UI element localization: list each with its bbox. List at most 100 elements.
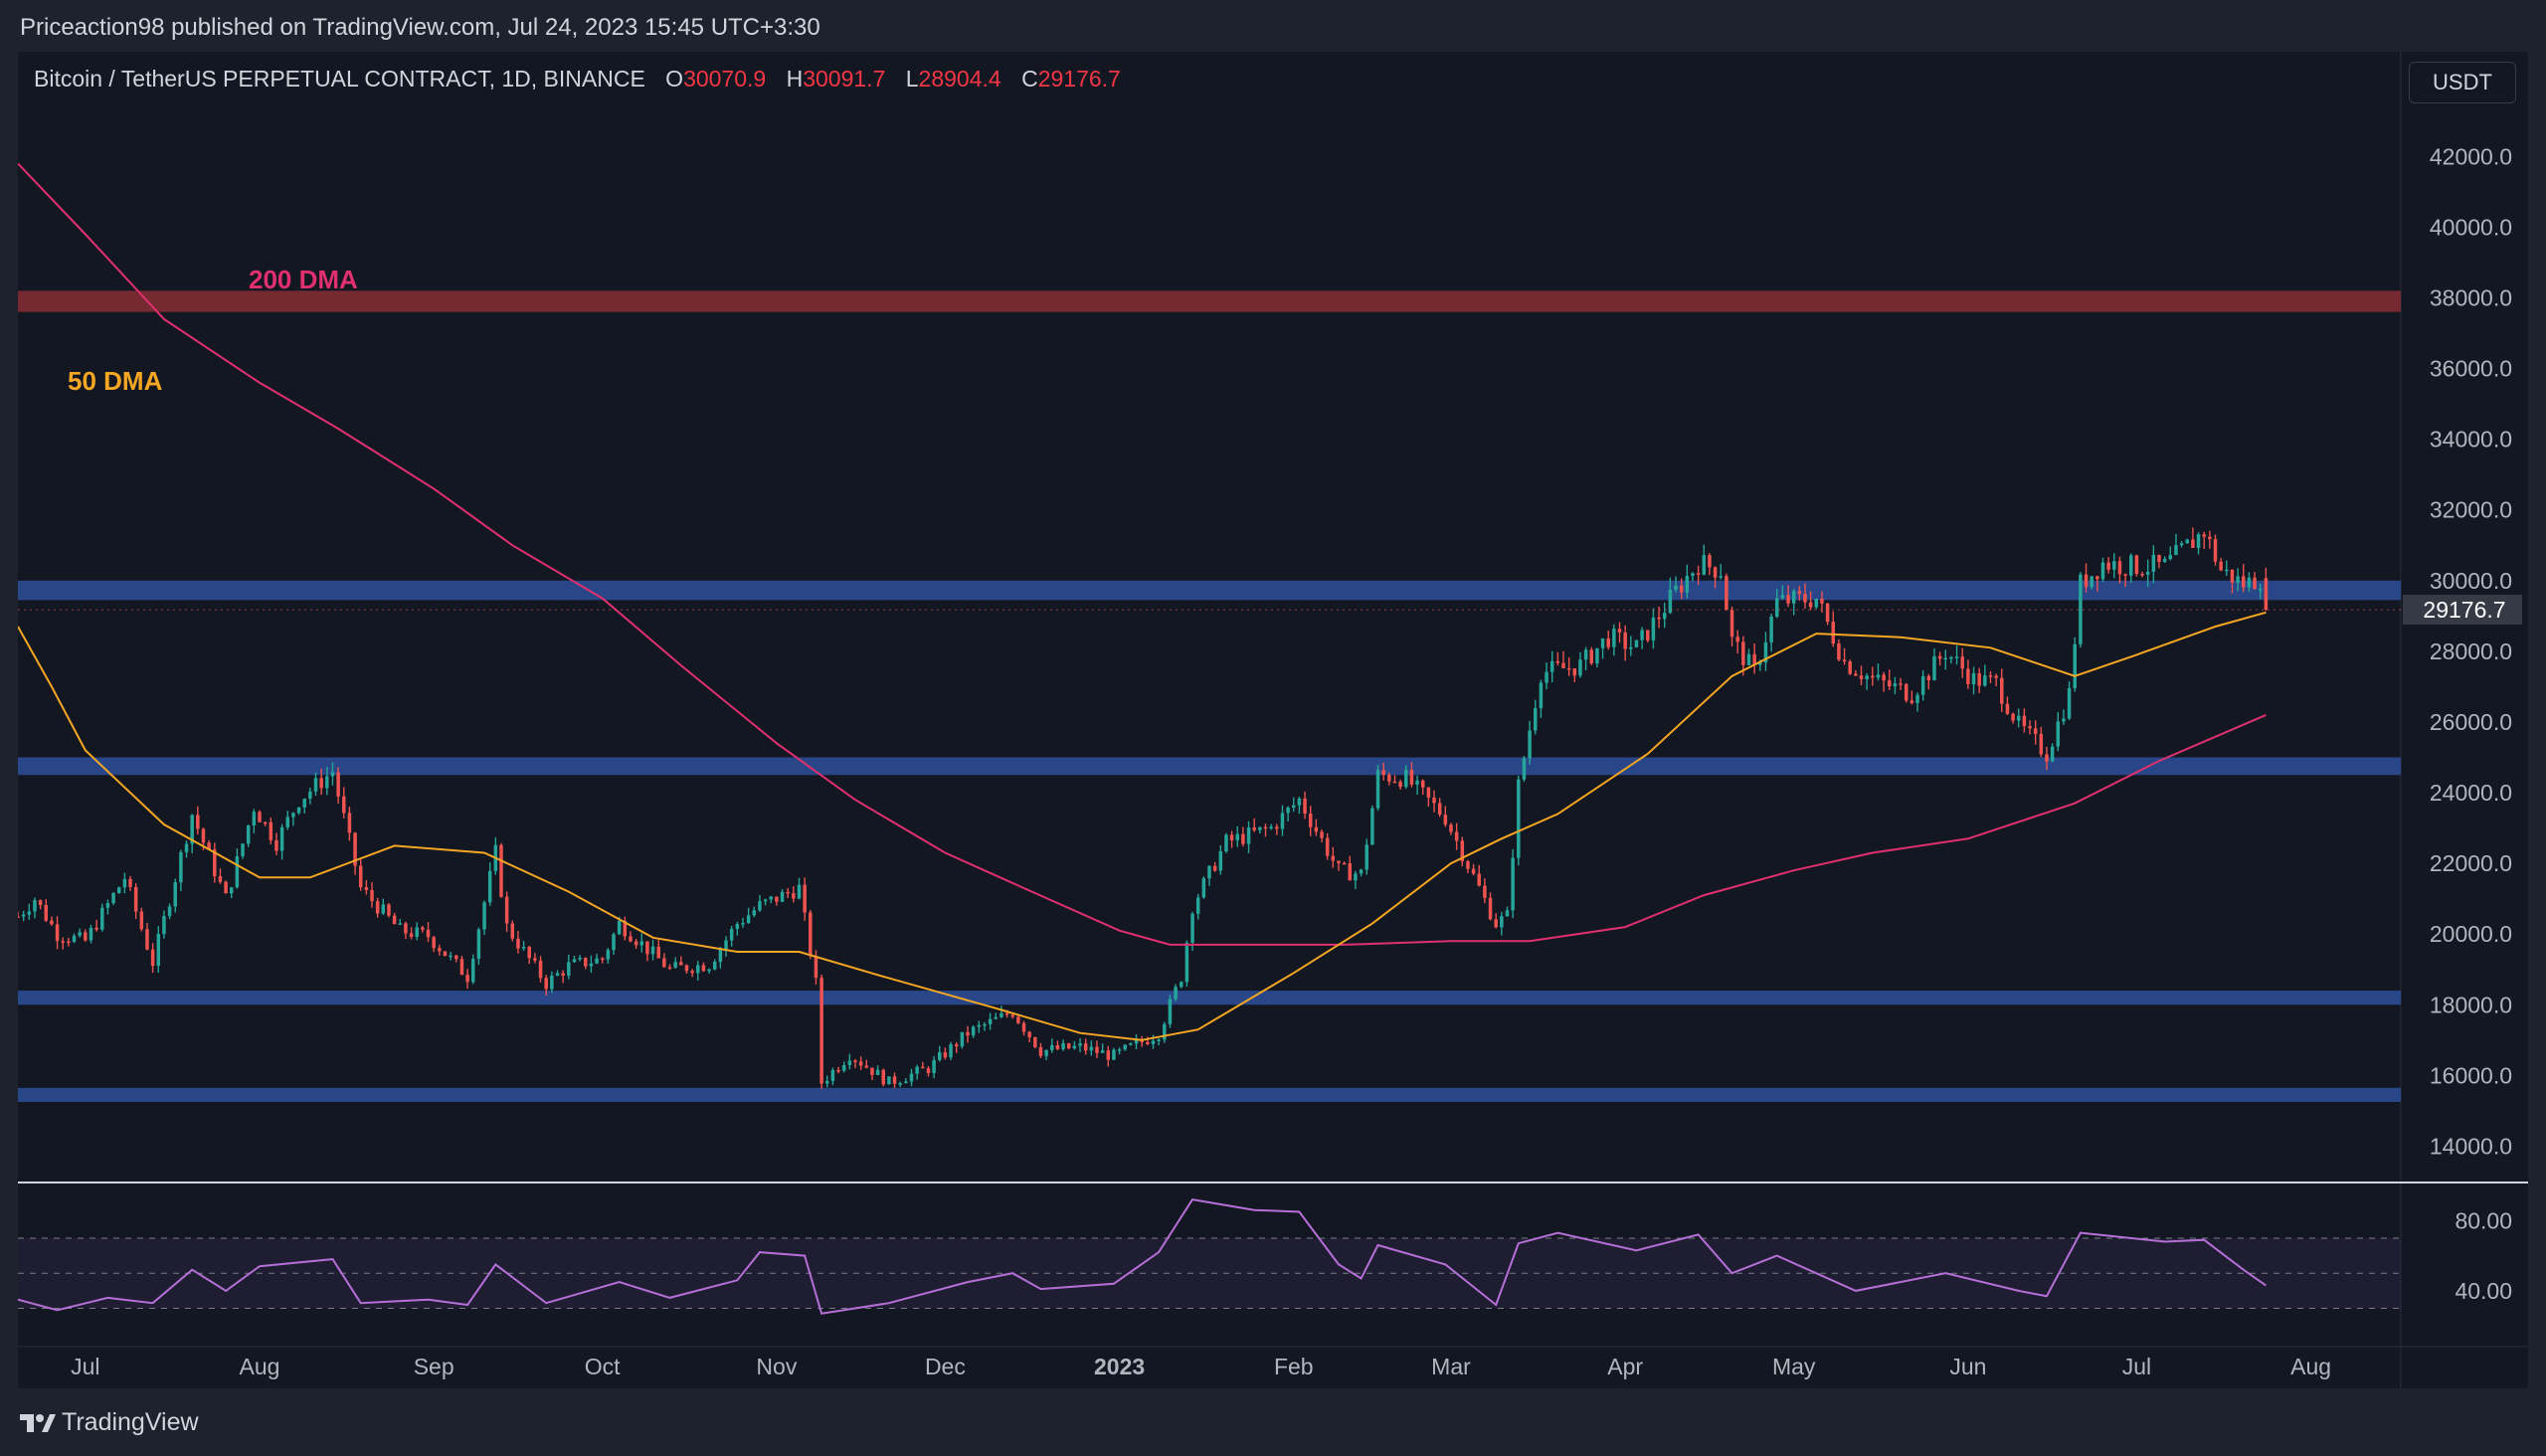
candle-body — [1201, 878, 1206, 898]
currency-button[interactable]: USDT — [2409, 62, 2516, 103]
candle-body — [1066, 1043, 1071, 1049]
candle-body — [1061, 1043, 1065, 1049]
candle-body — [18, 916, 20, 918]
candle-body — [2145, 571, 2150, 575]
candle-body — [2140, 574, 2144, 576]
candle-body — [449, 955, 453, 958]
candle-body — [1752, 653, 1756, 665]
candle-body — [977, 1024, 982, 1027]
candle-body — [476, 929, 481, 960]
x-tick-label: Aug — [2290, 1354, 2331, 1379]
candle-body — [1555, 660, 1560, 663]
candle-body — [1392, 781, 1397, 784]
candle-body — [1229, 834, 1234, 840]
x-tick-label: Sep — [414, 1354, 455, 1379]
high-value: 30091.7 — [803, 66, 886, 91]
candle-body — [1589, 649, 1594, 664]
candle-body — [729, 929, 734, 941]
candle-body — [1258, 826, 1262, 830]
candle-body — [1168, 999, 1173, 1024]
candle-body — [2112, 561, 2116, 570]
candle-body — [1983, 675, 1987, 686]
candle-body — [67, 941, 71, 944]
candle-body — [1741, 641, 1745, 665]
open-value: 30070.9 — [683, 66, 767, 91]
candle-body — [819, 978, 823, 1084]
resistance-zone-0 — [18, 290, 2401, 312]
close-label: C — [1021, 66, 1038, 91]
candle-body — [150, 949, 155, 967]
candle-body — [1184, 942, 1189, 983]
candle-body — [252, 812, 257, 825]
candle-body — [1854, 673, 1858, 676]
candle-body — [1977, 672, 1981, 686]
candle-body — [330, 772, 335, 777]
candle-body — [1494, 919, 1498, 928]
chart-area[interactable]: 42000.0 40000.0 38000.0 36000.0 34000.0 32000… — [18, 52, 2528, 1388]
candle-body — [1190, 913, 1194, 943]
candle-body — [887, 1076, 891, 1085]
candle-body — [258, 812, 262, 822]
candle-body — [111, 893, 115, 904]
tradingview-brand[interactable]: TradingView — [62, 1408, 199, 1436]
candle-body — [1915, 694, 1919, 703]
candle-body — [325, 776, 329, 789]
candle-body — [404, 923, 408, 934]
candle-body — [741, 923, 745, 925]
candle-body — [2247, 577, 2252, 588]
footer — [0, 1388, 2546, 1456]
candle-body — [1566, 667, 1571, 670]
candle-body — [1713, 567, 1718, 578]
candle-body — [1235, 833, 1240, 840]
y-tick-label: 26000.0 — [2430, 709, 2512, 735]
candle-body — [932, 1059, 936, 1073]
candle-body — [33, 900, 37, 912]
candle-body — [1252, 827, 1256, 830]
ma200-annotation: 200 DMA — [249, 265, 358, 294]
candle-body — [1893, 683, 1898, 687]
candle-body — [381, 904, 386, 914]
candle-body — [949, 1044, 953, 1058]
candle-body — [1572, 668, 1577, 676]
candle-body — [830, 1069, 835, 1081]
candle-body — [2168, 555, 2173, 560]
candle-body — [1668, 589, 1673, 614]
candle-body — [1163, 1023, 1167, 1040]
candle-body — [44, 905, 49, 921]
low-label: L — [905, 66, 919, 91]
symbol-name[interactable]: Bitcoin / TetherUS PERPETUAL CONTRACT, 1… — [34, 66, 645, 91]
candle-body — [421, 927, 425, 930]
candle-body — [2067, 687, 2072, 719]
candle-body — [1072, 1045, 1077, 1049]
candle-body — [1404, 770, 1408, 788]
y-tick-label: 36000.0 — [2430, 356, 2512, 382]
candle-body — [803, 884, 807, 913]
candle-body — [645, 941, 649, 955]
chart-canvas[interactable]: 42000.0 40000.0 38000.0 36000.0 34000.0 32000… — [18, 52, 2528, 1388]
candle-body — [578, 958, 582, 960]
candle-body — [763, 899, 768, 902]
candle-body — [1044, 1049, 1048, 1056]
candle-body — [983, 1023, 987, 1026]
candle-body — [1263, 826, 1268, 829]
candle-body — [1899, 683, 1903, 685]
candle-body — [302, 799, 306, 808]
candle-body — [634, 941, 638, 946]
candle-body — [207, 842, 211, 850]
candle-body — [1994, 675, 1998, 678]
last-price-tag — [2403, 595, 2522, 626]
candle-body — [690, 971, 694, 974]
candle-body — [1415, 780, 1419, 785]
symbol-legend: Bitcoin / TetherUS PERPETUAL CONTRACT, 1… — [34, 66, 1121, 92]
candle-body — [1926, 675, 1931, 681]
candle-body — [544, 978, 548, 990]
candle-body — [1106, 1050, 1111, 1060]
candle-body — [319, 778, 323, 789]
tradingview-logo-icon[interactable] — [20, 1412, 56, 1434]
x-tick-label: Nov — [756, 1354, 797, 1379]
rsi-y-tick-label: 40.00 — [2455, 1278, 2512, 1304]
candle-body — [2225, 569, 2229, 572]
candle-body — [701, 965, 706, 972]
candle-body — [1735, 637, 1739, 642]
candle-body — [1865, 675, 1869, 679]
